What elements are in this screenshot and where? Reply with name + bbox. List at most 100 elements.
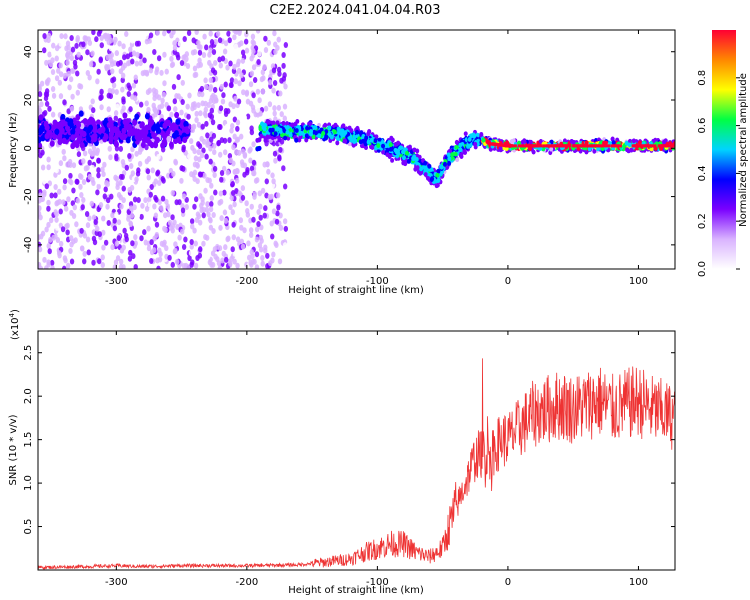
spectrogram-point [52, 133, 58, 140]
spectrogram-point [75, 113, 81, 121]
spectrogram-point [194, 110, 199, 117]
spectrogram-point [90, 98, 95, 105]
spectrogram-point [205, 201, 210, 208]
spectrogram-x-tick-label: -100 [366, 276, 389, 287]
spectrogram-point [472, 133, 477, 139]
spectrogram-point [273, 48, 278, 55]
spectrogram-point [133, 263, 138, 269]
spectrogram-point [113, 259, 119, 266]
spectrogram-point [80, 265, 86, 269]
spectrogram-point [97, 258, 102, 265]
spectrogram-point [427, 163, 432, 169]
spectrogram-point [130, 58, 135, 65]
spectrogram-point [141, 247, 147, 254]
spectrogram-point [230, 246, 235, 253]
spectrogram-point [236, 67, 242, 74]
spectrogram-point [205, 141, 210, 148]
spectrogram-point [111, 82, 117, 89]
spectrogram-point [209, 195, 214, 202]
spectrogram-point [275, 192, 281, 199]
spectrogram-point [205, 132, 210, 139]
spectrogram-point [210, 119, 216, 126]
spectrogram-point [401, 155, 406, 161]
spectrogram-point [239, 159, 245, 166]
spectrogram-point [475, 132, 480, 138]
spectrogram-point [230, 180, 235, 187]
spectrogram-x-ticks: -300 -200 -100 0 100 [105, 30, 648, 287]
spectrogram-y-tick-label: 0 [23, 145, 34, 151]
spectrogram-point [251, 216, 256, 223]
spectrogram-point [218, 224, 223, 231]
spectrogram-point [44, 226, 49, 233]
spectrogram-point [349, 128, 354, 133]
spectrogram-point [85, 236, 91, 243]
spectrogram-point [473, 141, 478, 147]
spectrogram-point [144, 100, 149, 107]
spectrogram-point [63, 205, 69, 212]
spectrogram-point [103, 186, 108, 193]
spectrogram-point [66, 44, 71, 51]
spectrogram-point [65, 124, 71, 132]
spectrogram-point [151, 247, 157, 254]
spectrogram-point [141, 136, 147, 144]
spectrogram-point [229, 77, 235, 84]
snr-x-tick-label: 0 [505, 577, 511, 588]
spectrogram-point [188, 250, 194, 257]
spectrogram-point [50, 69, 56, 76]
spectrogram-point [47, 105, 52, 112]
spectrogram-point [79, 245, 85, 252]
spectrogram-point [75, 89, 80, 96]
spectrogram-point [54, 45, 60, 52]
spectrogram-point [253, 177, 259, 184]
spectrogram-point [185, 63, 191, 70]
spectrogram-point [255, 30, 261, 34]
spectrogram-point [249, 203, 254, 210]
spectrogram-point [96, 172, 101, 179]
snr-plot-area [38, 331, 675, 570]
spectrogram-point [193, 196, 199, 203]
spectrogram-point [69, 258, 75, 265]
snr-y-tick-label: 2.5 [23, 345, 34, 361]
spectrogram-point [55, 224, 60, 231]
spectrogram-point [95, 189, 100, 196]
spectrogram-point [46, 199, 51, 206]
spectrogram-point [189, 238, 194, 245]
spectrogram-point [146, 245, 152, 252]
spectrogram-point [201, 240, 206, 247]
spectrogram-peak [533, 144, 540, 148]
spectrogram-point [183, 126, 189, 133]
spectrogram-point [183, 236, 188, 243]
spectrogram-point [80, 204, 85, 211]
spectrogram-point [60, 113, 66, 121]
spectrogram-point [275, 120, 280, 126]
spectrogram-point [235, 236, 241, 243]
spectrogram-point [114, 131, 120, 138]
spectrogram-peak [589, 144, 596, 148]
spectrogram-point [134, 113, 140, 120]
spectrogram-point [219, 169, 225, 176]
spectrogram-point [227, 137, 232, 144]
spectrogram-point [584, 140, 589, 146]
spectrogram-point [270, 233, 275, 240]
spectrogram-point [166, 105, 172, 112]
spectrogram-point [162, 30, 167, 37]
spectrogram-point [442, 161, 447, 167]
spectrogram-point [358, 139, 363, 145]
spectrogram-point [59, 33, 64, 40]
spectrogram-point [135, 51, 140, 58]
spectrogram-point [44, 88, 50, 95]
spectrogram-point [148, 191, 153, 198]
spectrogram-point [254, 251, 260, 258]
spectrogram-point [219, 176, 224, 183]
spectrogram-point [98, 201, 104, 208]
spectrogram-point [160, 195, 166, 202]
spectrogram-point [132, 103, 137, 110]
spectrogram-point [42, 178, 47, 185]
spectrogram-point [66, 196, 71, 203]
spectrogram-point [207, 259, 213, 266]
spectrogram-point [122, 112, 128, 119]
spectrogram-point [65, 222, 70, 229]
spectrogram-point [232, 250, 238, 257]
spectrogram-point [91, 259, 96, 266]
spectrogram-point [113, 115, 119, 122]
